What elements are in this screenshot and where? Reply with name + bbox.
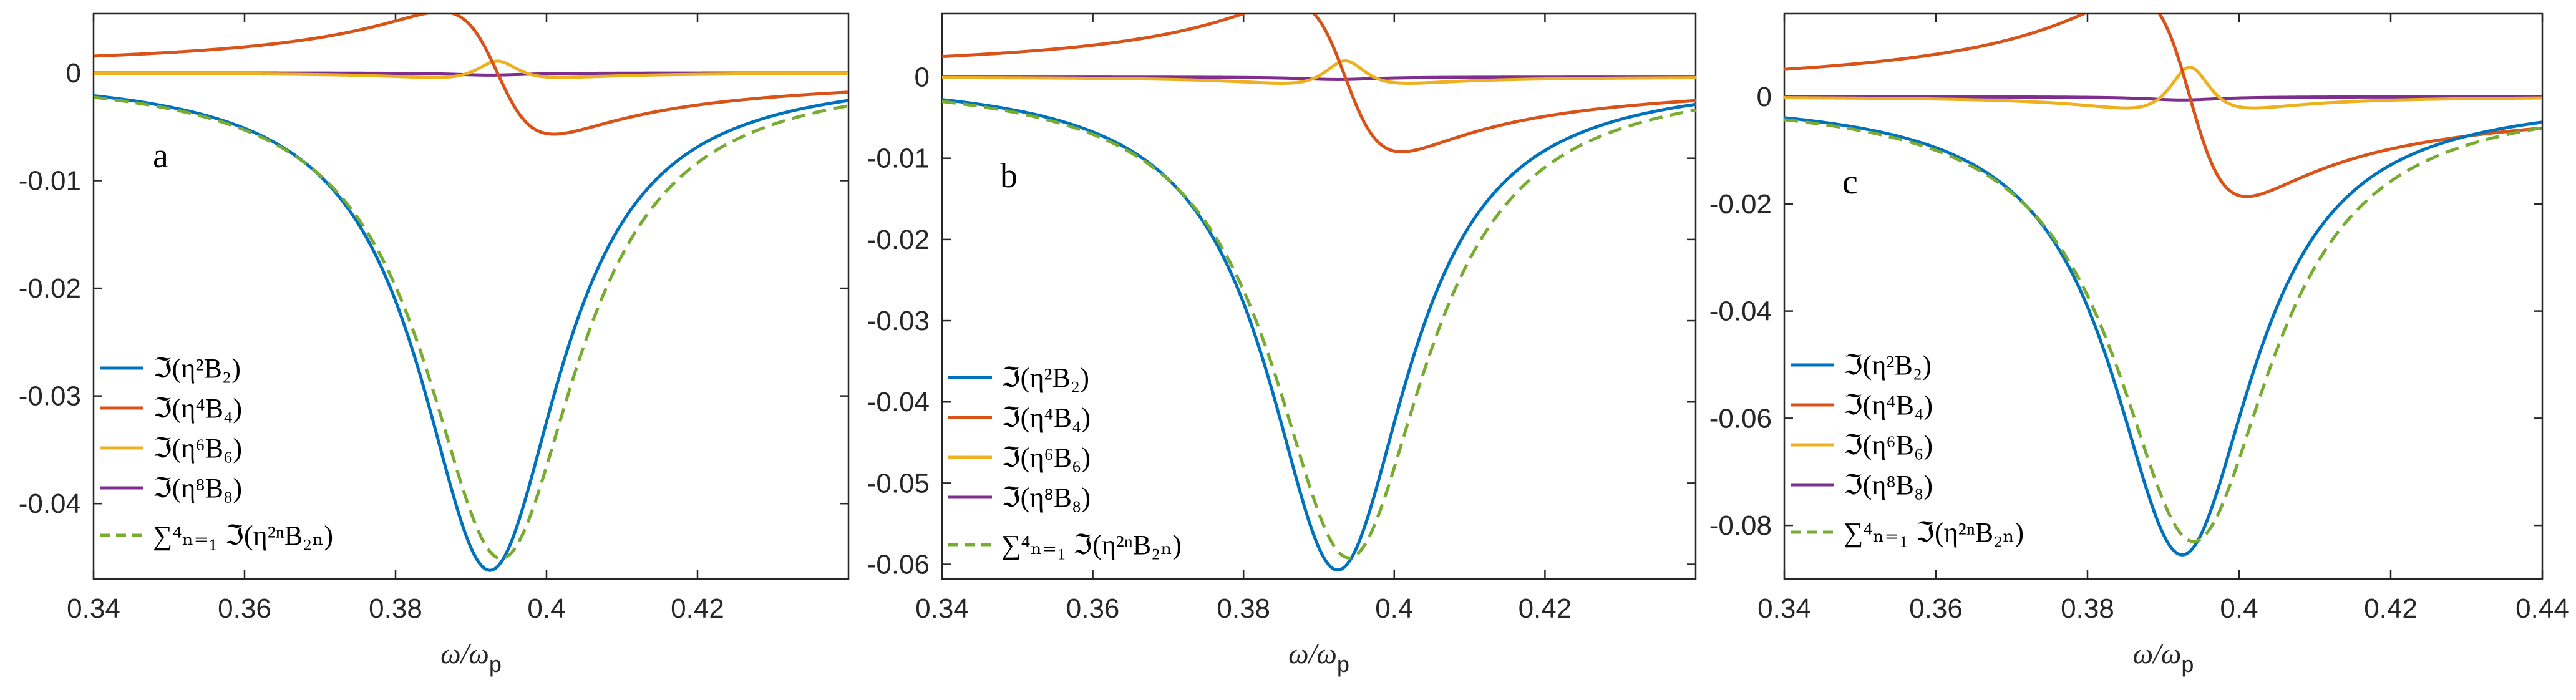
- x-tick-label: 0.44: [2515, 593, 2569, 624]
- y-tick-label: -0.06: [1709, 403, 1772, 434]
- legend-label-B2: ℑ(η²B₂): [153, 353, 241, 384]
- x-tick-label: 0.4: [527, 593, 565, 624]
- x-tick-label: 0.38: [2061, 593, 2114, 624]
- series-line-B6: [1784, 66, 2542, 110]
- x-tick-label: 0.36: [1909, 593, 1963, 624]
- x-tick-label: 0.4: [2220, 593, 2258, 624]
- series-line-B6: [942, 59, 1696, 85]
- panel-letter: c: [1842, 163, 1858, 202]
- x-axis-label: ω/ωp: [2133, 638, 2194, 677]
- x-axis-label: ω/ωp: [440, 638, 502, 677]
- series-line-B2: [942, 98, 1696, 572]
- y-tick-label: -0.04: [19, 489, 81, 519]
- y-tick-label: -0.03: [19, 381, 81, 412]
- legend-label-B4: ℑ(η⁴B₄): [1844, 390, 1933, 420]
- y-tick-label: -0.02: [1709, 189, 1772, 220]
- x-tick-label: 0.34: [915, 593, 969, 624]
- y-tick-label: -0.04: [867, 387, 930, 417]
- y-tick-label: -0.02: [19, 273, 81, 304]
- x-tick-label: 0.34: [1757, 593, 1811, 624]
- legend-label-B4: ℑ(η⁴B₄): [1001, 402, 1091, 433]
- series-line-B4: [1784, 14, 2542, 198]
- axes-frame-a: [92, 12, 850, 580]
- legend-label-sum: ∑⁴ₙ₌₁ ℑ(η²ⁿB₂ₙ): [1844, 517, 2024, 548]
- x-tick-label: 0.42: [2364, 593, 2418, 624]
- series-line-B4: [94, 14, 848, 136]
- x-tick-label: 0.38: [369, 593, 422, 624]
- y-tick-label: -0.08: [1709, 510, 1772, 541]
- x-axis-label-subscript: p: [2181, 651, 2194, 677]
- y-tick-label: 0: [66, 58, 81, 89]
- x-tick-label: 0.38: [1217, 593, 1270, 624]
- axes-frame-b: [941, 12, 1697, 580]
- series-line-sum: [94, 95, 848, 560]
- y-tick-label: -0.04: [1709, 296, 1772, 327]
- x-axis-label-subscript: p: [1337, 651, 1349, 677]
- series-group: [1784, 14, 2542, 557]
- legend-label-B2: ℑ(η²B₂): [1001, 362, 1089, 393]
- legend-label-B6: ℑ(η⁶B₆): [153, 433, 242, 464]
- legend-label-B8: ℑ(η⁸B₈): [1001, 482, 1091, 513]
- legend-label-B4: ℑ(η⁴B₄): [153, 393, 242, 424]
- x-tick-label: 0.42: [1519, 593, 1572, 624]
- legend-label-B6: ℑ(η⁶B₆): [1844, 430, 1933, 460]
- x-tick-label: 0.34: [67, 593, 120, 624]
- y-tick-label: -0.01: [19, 165, 81, 196]
- y-tick-label: -0.01: [867, 143, 930, 174]
- panel-b: 0.34 0.36 0.38 0.4 0.42 0 -0.01 -0.02 -0.03 -0.04…: [867, 12, 1697, 677]
- legend-label-B2: ℑ(η²B₂): [1844, 350, 1932, 381]
- legend: ℑ(η²B₂) ℑ(η⁴B₄) ℑ(η⁶B₆) ℑ(η⁸B₈) ∑⁴ₙ₌₁ ℑ(η²ⁿB…: [100, 353, 333, 551]
- x-tick-label: 0.42: [671, 593, 724, 624]
- y-tick-label: -0.06: [867, 550, 930, 580]
- legend-label-sum: ∑⁴ₙ₌₁ ℑ(η²ⁿB₂ₙ): [1001, 530, 1182, 560]
- legend: ℑ(η²B₂) ℑ(η⁴B₄) ℑ(η⁶B₆) ℑ(η⁸B₈) ∑⁴ₙ₌₁ ℑ(η²ⁿB…: [1791, 350, 2024, 548]
- x-tick-label: 0.36: [1066, 593, 1120, 624]
- panel-letter: a: [153, 137, 168, 175]
- series-line-sum: [942, 100, 1696, 560]
- legend: ℑ(η²B₂) ℑ(η⁴B₄) ℑ(η⁶B₆) ℑ(η⁸B₈) ∑⁴ₙ₌₁ ℑ(η²ⁿB…: [948, 362, 1182, 560]
- x-tick-label: 0.36: [218, 593, 271, 624]
- y-tick-label: -0.05: [867, 468, 930, 498]
- x-axis-label-subscript: p: [489, 651, 502, 677]
- panel-c: 0.34 0.36 0.38 0.4 0.42 0.44 0 -0.02 -0.04 -0.06 -…: [1709, 12, 2569, 677]
- y-tick-label: -0.02: [867, 225, 930, 255]
- axes-frame-c: [1783, 12, 2544, 580]
- y-tick-label: 0: [1757, 82, 1772, 112]
- legend-label-sum: ∑⁴ₙ₌₁ ℑ(η²ⁿB₂ₙ): [153, 520, 333, 551]
- legend-label-B8: ℑ(η⁸B₈): [153, 473, 242, 503]
- series-group: [942, 14, 1696, 572]
- panel-a: 0.34 0.36 0.38 0.4 0.42 0 -0.01 -0.02 -0.03 -0.04…: [19, 12, 850, 677]
- series-line-sum: [1784, 118, 2542, 543]
- y-tick-label: 0: [915, 62, 930, 93]
- series-line-B6: [94, 59, 848, 79]
- legend-label-B6: ℑ(η⁶B₆): [1001, 442, 1091, 473]
- legend-label-B8: ℑ(η⁸B₈): [1844, 470, 1933, 500]
- series-line-B4: [942, 14, 1696, 153]
- series-group: [94, 14, 848, 572]
- series-line-B8: [1784, 95, 2542, 102]
- series-line-B2: [94, 94, 848, 572]
- x-tick-label: 0.4: [1375, 593, 1413, 624]
- panel-letter: b: [1000, 157, 1018, 195]
- y-tick-label: -0.03: [867, 306, 930, 336]
- x-axis-label: ω/ωp: [1288, 638, 1349, 677]
- series-line-B2: [1784, 116, 2542, 557]
